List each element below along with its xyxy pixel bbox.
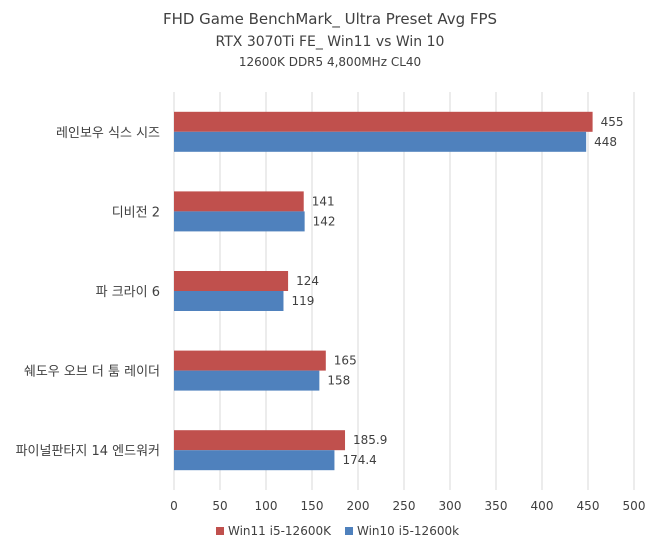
x-axis-ticks: 0 50 100 150 200 250 300 350 400 450 500 [170, 499, 645, 513]
x-tick-label: 0 [170, 499, 178, 513]
bar-win11 [174, 430, 346, 451]
x-tick-label: 200 [347, 499, 370, 513]
bar-win10 [174, 131, 587, 152]
x-tick-label: 50 [212, 499, 227, 513]
bars: 455 448 141 142 124 119 165 158 185.9 174.4 [174, 111, 624, 471]
chart-subtitle-specs: 12600K DDR5 4,800MHz CL40 [239, 55, 421, 69]
data-label: 448 [594, 135, 617, 149]
data-label: 124 [296, 274, 319, 288]
bar-win11 [174, 191, 304, 212]
chart-subtitle: RTX 3070Ti FE_ Win11 vs Win 10 [216, 34, 445, 50]
data-label: 185.9 [353, 433, 387, 447]
x-tick-label: 300 [439, 499, 462, 513]
category-label: 파이널판타지 14 엔드워커 [16, 444, 160, 459]
legend: Win11 i5-12600K Win10 i5-12600k [216, 524, 459, 538]
bar-win11 [174, 350, 326, 371]
data-label: 158 [327, 374, 350, 388]
x-tick-label: 100 [255, 499, 278, 513]
data-label: 165 [334, 354, 357, 368]
bar-win10 [174, 291, 284, 311]
bar-win10 [174, 211, 305, 232]
x-tick-label: 400 [531, 499, 554, 513]
legend-label: Win11 i5-12600K [228, 524, 332, 538]
data-label: 141 [312, 194, 335, 208]
category-label: 파 크라이 6 [96, 285, 160, 300]
data-label: 174.4 [342, 453, 376, 467]
legend-swatch [345, 527, 353, 535]
data-label: 119 [291, 294, 314, 308]
legend-swatch [216, 527, 224, 535]
category-label: 레인보우 식스 시즈 [56, 126, 160, 141]
legend-label: Win10 i5-12600k [357, 524, 459, 538]
gridlines [173, 92, 635, 490]
chart-title: FHD Game BenchMark_ Ultra Preset Avg FPS [163, 10, 497, 29]
x-tick-label: 150 [301, 499, 324, 513]
x-tick-label: 350 [485, 499, 508, 513]
data-label: 142 [313, 214, 336, 228]
bar-win11 [174, 271, 289, 291]
bar-win10 [174, 370, 320, 391]
bar-win11 [174, 111, 593, 132]
bar-win10 [174, 450, 335, 471]
data-label: 455 [601, 115, 624, 129]
category-label: 디비전 2 [112, 205, 160, 220]
x-tick-label: 500 [623, 499, 646, 513]
category-label: 쉐도우 오브 더 툼 레이더 [24, 365, 160, 380]
x-tick-label: 450 [577, 499, 600, 513]
x-tick-label: 250 [393, 499, 416, 513]
